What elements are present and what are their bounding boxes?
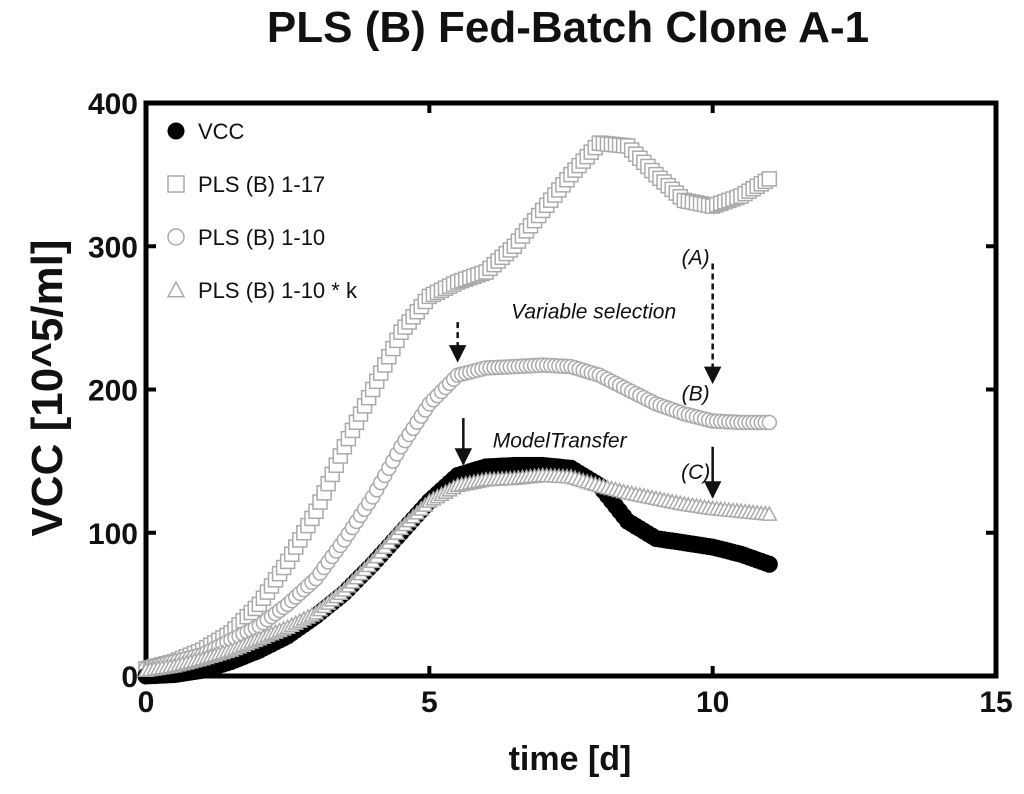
- y-tick-label: 200: [88, 375, 138, 408]
- legend-marker: [167, 175, 185, 193]
- data-point-open-circle: [761, 414, 778, 431]
- y-tick-label: 400: [88, 88, 138, 121]
- data-point-open-square: [761, 171, 778, 187]
- x-axis-label: time [d]: [509, 740, 632, 778]
- x-tick-label: 10: [696, 686, 729, 719]
- legend: VCC PLS (B) 1-17 PLS (B) 1-10 PLS (B) 1-10 …: [166, 119, 358, 303]
- x-tick-label: 15: [979, 686, 1012, 719]
- data-point-open-triangle: [761, 505, 778, 521]
- legend-label: PLS (B) 1-17: [198, 172, 325, 197]
- annotation-text: (A): [682, 246, 710, 269]
- legend-marker: [166, 280, 186, 298]
- y-tick-label: 0: [121, 661, 138, 694]
- x-tick-label: 0: [138, 686, 155, 719]
- plot-area: 0 5 10 15 0 100 200 300 400 VCC PLS (B) 1-17 PLS (B…: [88, 88, 1013, 719]
- series-2: [138, 357, 778, 677]
- series-3: [137, 466, 778, 677]
- annotation-text: (C): [681, 461, 710, 484]
- y-axis-label: VCC [10^5/ml]: [23, 239, 72, 536]
- x-tick-label: 5: [421, 686, 438, 719]
- data-point-filled-circle: [760, 555, 778, 573]
- annotation-text: Variable selection: [511, 301, 676, 324]
- legend-label: PLS (B) 1-10 * k: [198, 278, 358, 303]
- legend-label: PLS (B) 1-10: [198, 225, 325, 250]
- legend-marker: [167, 122, 185, 140]
- chart-title: PLS (B) Fed-Batch Clone A-1: [267, 3, 869, 52]
- annotation-text: (B): [682, 382, 710, 405]
- legend-marker: [167, 228, 185, 246]
- y-tick-label: 100: [88, 518, 138, 551]
- legend-label: VCC: [198, 119, 245, 144]
- annotation-text: ModelTransfer: [493, 430, 628, 453]
- y-tick-label: 300: [88, 231, 138, 264]
